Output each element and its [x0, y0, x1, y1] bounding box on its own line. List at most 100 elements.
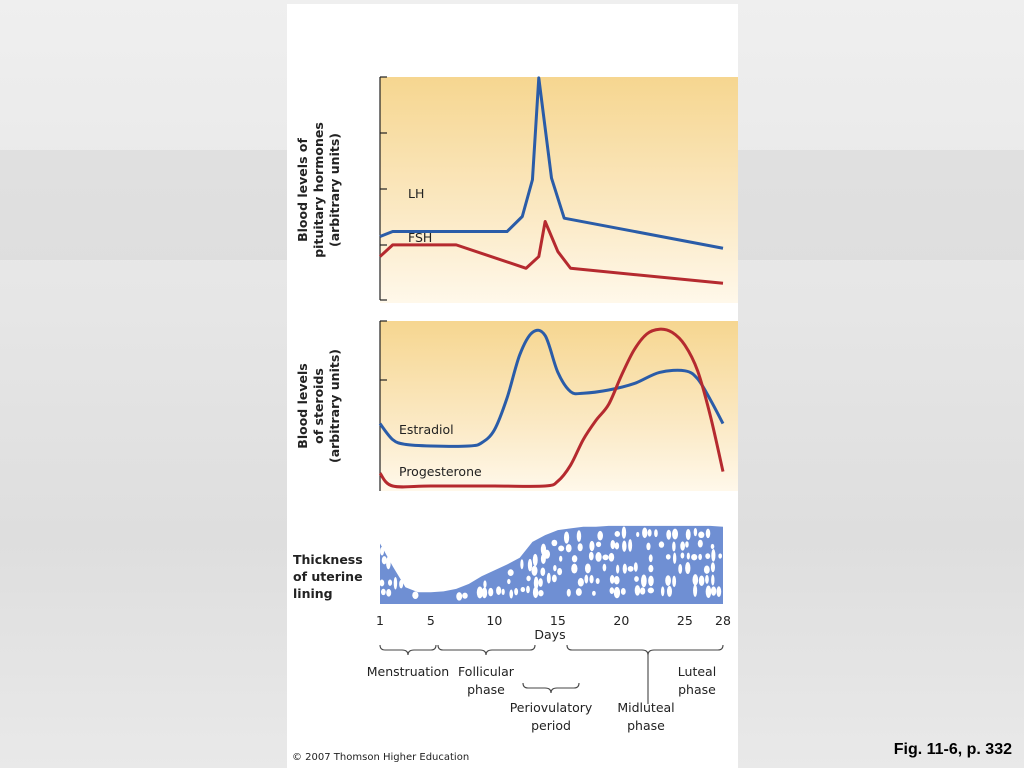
lining-texture-blob: [538, 589, 544, 597]
lining-texture-blob: [705, 574, 709, 584]
thickness-label-line2: of uterine: [293, 569, 363, 584]
lining-texture-blob: [532, 586, 539, 599]
pituitary-ylabel-line1: Blood levels of: [295, 138, 310, 242]
lining-texture-blob: [648, 564, 654, 573]
steroid-plot-background: [380, 321, 738, 491]
periovulatory-label-line2: period: [531, 718, 571, 733]
lining-texture-blob: [620, 587, 626, 595]
estradiol-series-line: [378, 328, 725, 448]
lining-texture-blob: [520, 587, 526, 593]
lining-texture-blob: [710, 562, 715, 573]
lh-series-line: [379, 76, 724, 250]
lining-texture-blob: [693, 584, 698, 597]
midluteal-label-line1: Midluteal: [617, 700, 674, 715]
lining-texture-blob: [711, 574, 715, 586]
lining-texture-blob: [610, 539, 616, 550]
phase-braces: [379, 644, 724, 704]
lining-texture-blob: [481, 587, 488, 599]
lining-texture-blob: [526, 585, 530, 594]
lining-texture-blob: [697, 539, 703, 548]
copyright-text: © 2007 Thomson Higher Education: [292, 752, 469, 763]
lining-texture-blob: [672, 541, 676, 552]
lining-texture-blob: [608, 552, 615, 562]
lining-texture-blob: [614, 531, 621, 537]
lining-texture-blob: [705, 585, 712, 598]
x-tick-label: 10: [486, 613, 502, 628]
lining-texture-blob: [543, 549, 551, 559]
lining-texture-blob: [399, 579, 404, 589]
uterine-lining-texture: [379, 526, 723, 601]
lining-texture-blob: [456, 592, 463, 601]
lining-texture-blob: [553, 565, 557, 572]
lining-texture-blob: [705, 528, 711, 539]
lining-texture-blob: [571, 555, 578, 563]
lining-texture-blob: [628, 539, 633, 552]
lining-texture-blob: [703, 565, 710, 574]
lining-texture-blob: [647, 587, 655, 594]
figure-panel: Blood levels of pituitary hormones (arbi…: [287, 4, 738, 768]
lining-texture-blob: [693, 527, 698, 537]
menstrual-cycle-figure: Blood levels of pituitary hormones (arbi…: [292, 76, 738, 763]
luteal-label-line2: phase: [678, 682, 716, 697]
lining-texture-blob: [476, 586, 483, 599]
lining-texture-blob: [563, 531, 570, 544]
x-axis-label: Days: [534, 627, 565, 642]
lining-texture-blob: [641, 574, 647, 588]
lining-texture-blob: [551, 539, 558, 547]
lining-texture-blob: [658, 541, 665, 548]
lining-texture-blob: [613, 576, 620, 585]
lining-texture-blob: [691, 554, 698, 561]
lining-texture-blob: [705, 553, 711, 560]
follicular-label-line2: phase: [467, 682, 505, 697]
x-tick-label: 1: [376, 613, 384, 628]
background-band-left: [0, 150, 287, 260]
lining-texture-blob: [575, 588, 582, 596]
lining-texture-blob: [589, 540, 595, 552]
uterine-lining-area: [380, 525, 723, 604]
lining-texture-blob: [718, 553, 723, 559]
x-tick-label: 25: [677, 613, 693, 628]
lining-texture-blob: [634, 576, 639, 582]
lining-texture-blob: [710, 586, 717, 596]
lining-texture-blob: [654, 529, 658, 538]
periovulatory-brace: [522, 682, 580, 694]
lining-texture-blob: [636, 531, 640, 538]
lining-texture-blob: [386, 556, 391, 570]
lining-texture-blob: [609, 587, 615, 595]
lining-texture-blob: [588, 551, 594, 561]
lining-texture-blob: [642, 527, 648, 539]
lining-texture-blob: [666, 585, 673, 597]
lining-texture-blob: [507, 578, 511, 585]
steroid-y-label: Blood levels of steroids (arbitrary unit…: [295, 349, 342, 463]
lining-texture-blob: [666, 529, 672, 540]
lining-texture-blob: [646, 542, 651, 551]
x-axis-tick-labels: 1 5 10 15 20 25 28: [376, 613, 731, 628]
fsh-series-label: FSH: [408, 230, 432, 245]
lining-texture-blob: [685, 541, 689, 548]
lining-texture-blob: [393, 576, 398, 590]
lining-texture-blob: [507, 569, 514, 577]
periovulatory-label-line1: Periovulatory: [510, 700, 593, 715]
lining-texture-blob: [648, 554, 653, 563]
lining-texture-blob: [571, 563, 578, 574]
lining-texture-blob: [698, 553, 702, 561]
lining-texture-blob: [616, 564, 620, 574]
thickness-label-line3: lining: [293, 586, 333, 601]
x-tick-label: 15: [550, 613, 566, 628]
lining-texture-blob: [613, 586, 621, 599]
fsh-series-line: [378, 220, 724, 285]
thickness-label-line1: Thickness: [293, 552, 363, 567]
pituitary-y-label: Blood levels of pituitary hormones (arbi…: [295, 122, 342, 258]
pituitary-y-axis: [379, 76, 387, 301]
lining-texture-blob: [692, 574, 699, 586]
background-band-right: [738, 150, 1024, 260]
lining-texture-blob: [660, 586, 665, 597]
pituitary-plot-background: [380, 77, 738, 303]
lining-texture-blob: [672, 575, 677, 588]
lining-texture-blob: [633, 562, 638, 572]
lining-texture-blob: [680, 541, 685, 551]
lining-texture-blob: [386, 589, 392, 597]
lining-texture-blob: [398, 569, 405, 578]
lining-texture-blob: [558, 545, 565, 552]
lining-texture-blob: [483, 580, 487, 588]
